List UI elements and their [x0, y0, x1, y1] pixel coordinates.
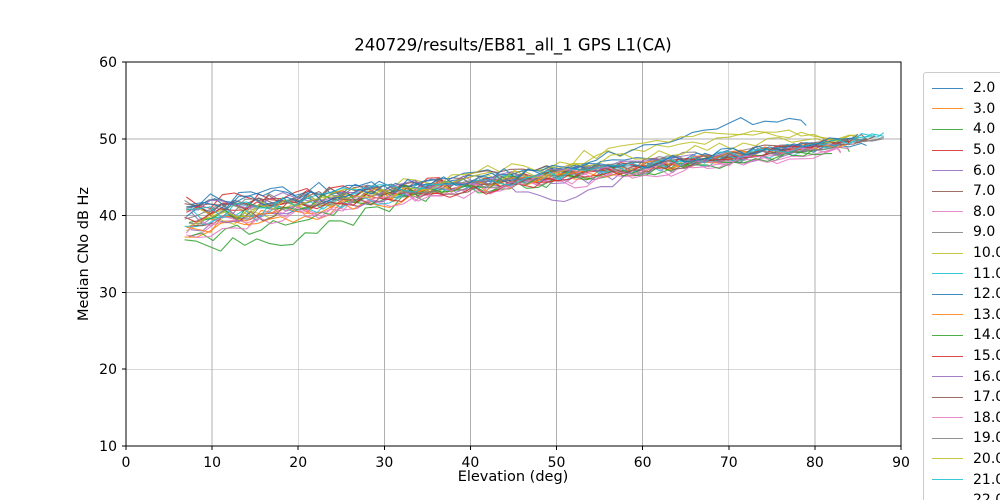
legend-item: 5.0 — [924, 140, 1000, 161]
legend-label: 9.0 — [973, 224, 996, 241]
legend-label: 15.0 — [973, 348, 1000, 365]
legend-item: 12.0 — [924, 284, 1000, 305]
legend-line-swatch — [932, 87, 963, 89]
x-tick-label: 50 — [548, 455, 566, 471]
legend-label: 20.0 — [973, 450, 1000, 467]
x-tick-label: 70 — [720, 455, 738, 471]
x-tick-label: 90 — [892, 455, 910, 471]
legend-line-swatch — [932, 273, 963, 275]
series-line-26.0 — [186, 144, 824, 211]
legend-item: 22.0 — [924, 490, 1000, 500]
legend-line-swatch — [932, 314, 963, 316]
y-tick-label: 60 — [99, 55, 117, 71]
legend-line-swatch — [932, 355, 963, 357]
legend-item: 3.0 — [924, 99, 1000, 120]
series-line-32.0 — [190, 133, 859, 211]
legend-label: 10.0 — [973, 245, 1000, 262]
legend-item: 11.0 — [924, 263, 1000, 284]
y-tick-label: 50 — [99, 132, 117, 148]
x-tick-label: 30 — [375, 455, 393, 471]
legend-line-swatch — [932, 252, 963, 254]
legend-line-swatch — [932, 396, 963, 398]
y-tick-label: 40 — [99, 209, 117, 225]
x-tick-label: 0 — [122, 455, 131, 471]
legend-item: 18.0 — [924, 408, 1000, 429]
legend-label: 4.0 — [973, 121, 996, 138]
legend-line-swatch — [932, 437, 963, 439]
legend-item: 15.0 — [924, 346, 1000, 367]
y-axis-label: Median CNo dB Hz — [76, 186, 92, 322]
legend-line-swatch — [932, 211, 963, 213]
series-line-13.0 — [184, 143, 850, 238]
legend-line-swatch — [932, 376, 963, 378]
legend-line-swatch — [932, 334, 963, 336]
x-axis-label: Elevation (deg) — [457, 469, 569, 485]
legend-item: 9.0 — [924, 222, 1000, 243]
legend-label: 19.0 — [973, 430, 1000, 447]
series-line-28.0 — [185, 146, 842, 234]
legend-label: 8.0 — [973, 203, 996, 220]
x-tick-label: 10 — [203, 455, 221, 471]
legend-item: 20.0 — [924, 449, 1000, 470]
legend-item: 8.0 — [924, 202, 1000, 223]
legend-line-swatch — [932, 293, 963, 295]
legend-label: 7.0 — [973, 183, 996, 200]
legend-line-swatch — [932, 231, 963, 233]
legend-item: 6.0 — [924, 160, 1000, 181]
legend: 2.0 3.0 4.0 5.0 6.0 7.0 8.0 9.0 10.0 11.0 12.0 13.0… — [923, 72, 1000, 500]
legend-line-swatch — [932, 128, 963, 130]
legend-item: 13.0 — [924, 305, 1000, 326]
legend-item: 17.0 — [924, 387, 1000, 408]
legend-label: 12.0 — [973, 286, 1000, 303]
legend-line-swatch — [932, 458, 963, 460]
legend-label: 16.0 — [973, 368, 1000, 385]
legend-line-swatch — [932, 170, 963, 172]
y-tick-label: 10 — [99, 439, 117, 455]
legend-item: 2.0 — [924, 78, 1000, 99]
legend-label: 22.0 — [973, 493, 1000, 500]
legend-line-swatch — [932, 149, 963, 151]
legend-item: 21.0 — [924, 469, 1000, 490]
legend-label: 3.0 — [973, 100, 996, 117]
legend-line-swatch — [932, 417, 963, 419]
legend-item: 14.0 — [924, 325, 1000, 346]
legend-label: 21.0 — [973, 471, 1000, 488]
legend-item: 7.0 — [924, 181, 1000, 202]
legend-label: 2.0 — [973, 80, 996, 97]
legend-line-swatch — [932, 108, 963, 110]
legend-label: 13.0 — [973, 306, 1000, 323]
legend-label: 5.0 — [973, 142, 996, 159]
chart-title: 240729/results/EB81_all_1 GPS L1(CA) — [354, 35, 672, 55]
series-line-31.0 — [186, 133, 876, 219]
legend-item: 4.0 — [924, 119, 1000, 140]
legend-item: 10.0 — [924, 243, 1000, 264]
legend-label: 17.0 — [973, 389, 1000, 406]
legend-line-swatch — [932, 479, 963, 481]
legend-line-swatch — [932, 190, 963, 192]
x-tick-label: 80 — [806, 455, 824, 471]
legend-label: 18.0 — [973, 409, 1000, 426]
y-tick-label: 20 — [99, 362, 117, 378]
series-line-8.0 — [188, 146, 850, 237]
series-line-24.0 — [188, 150, 833, 223]
x-tick-label: 40 — [462, 455, 480, 471]
x-tick-label: 60 — [634, 455, 652, 471]
legend-label: 14.0 — [973, 327, 1000, 344]
legend-label: 6.0 — [973, 162, 996, 179]
y-tick-label: 30 — [99, 285, 117, 301]
series-line-30.0 — [188, 135, 850, 227]
legend-item: 19.0 — [924, 428, 1000, 449]
legend-item: 16.0 — [924, 366, 1000, 387]
x-tick-label: 20 — [289, 455, 307, 471]
axes-spines — [125, 61, 902, 447]
legend-label: 11.0 — [973, 265, 1000, 282]
